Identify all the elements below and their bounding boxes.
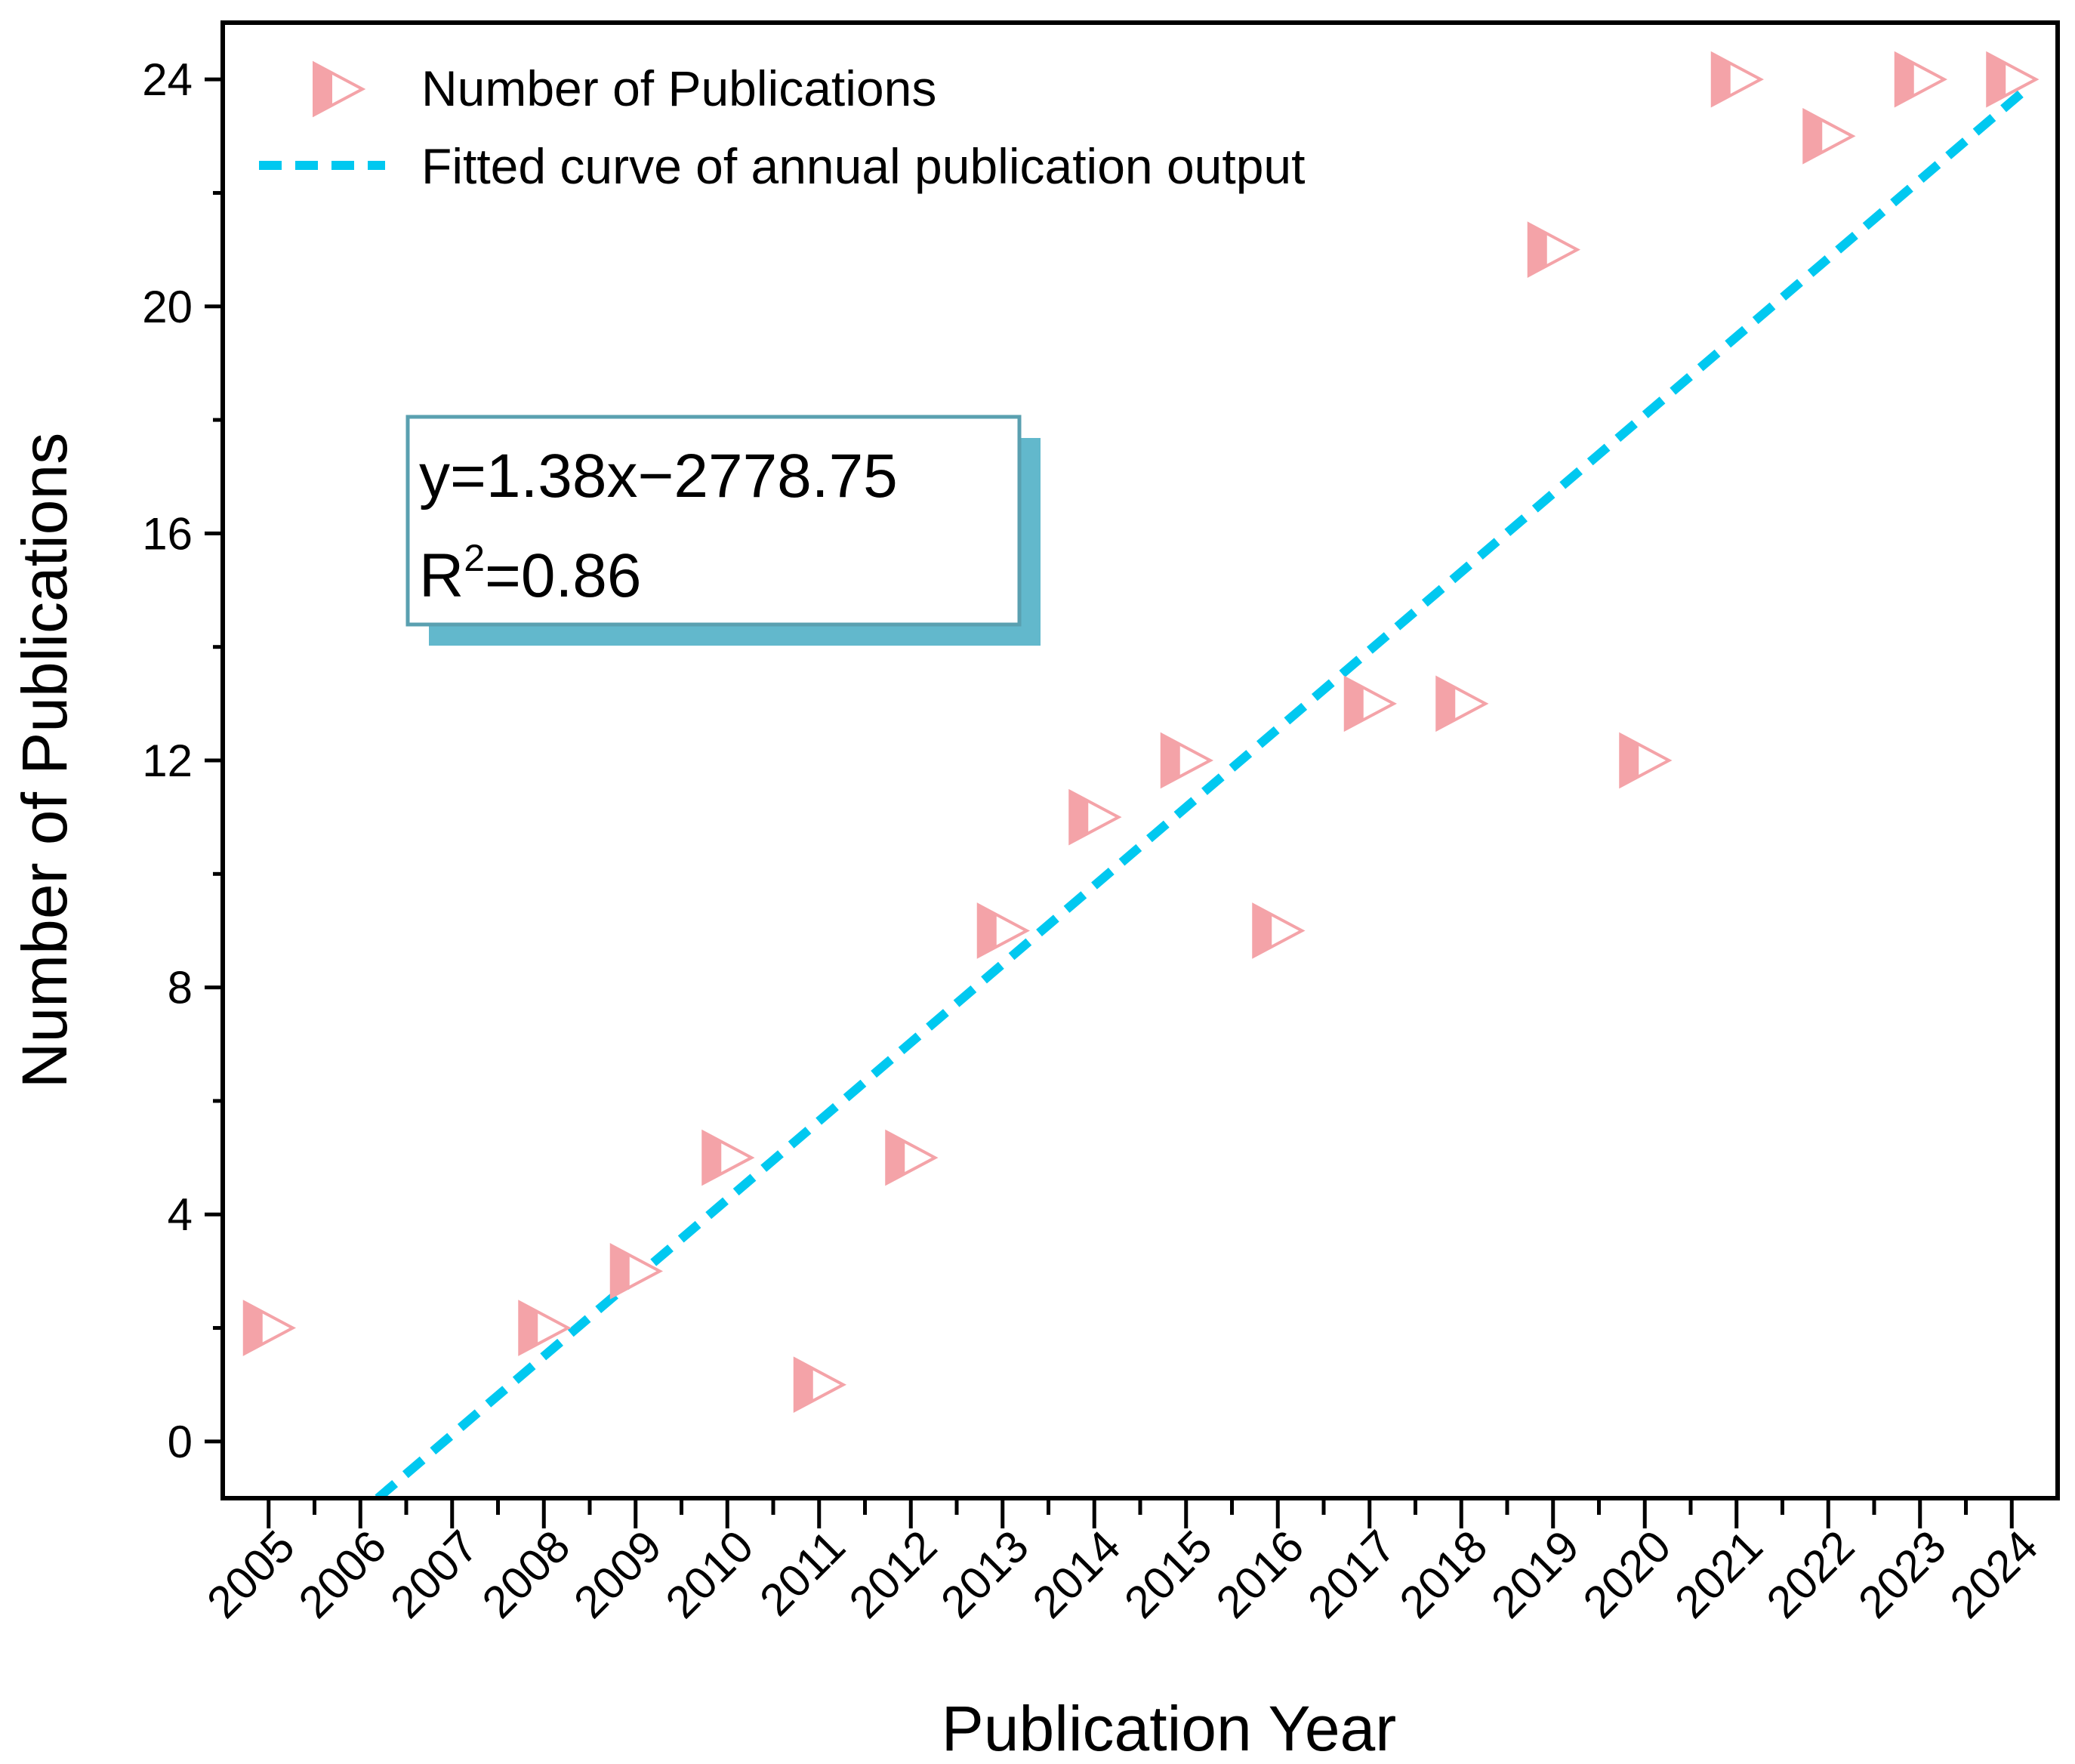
legend: Number of Publications Fitted curve of a… — [259, 60, 1305, 194]
equation-box-frame — [405, 415, 1022, 627]
y-axis-ticks: 0 4 8 12 16 20 24 — [142, 54, 223, 1467]
y-tick-label: 16 — [142, 508, 193, 559]
publication-points — [242, 51, 2040, 1414]
x-tick-label: 2024 — [1941, 1521, 2048, 1628]
r-squared-text: R2=0.86 — [419, 537, 642, 610]
x-tick-label: 2013 — [931, 1521, 1038, 1628]
x-tick-label: 2016 — [1207, 1521, 1314, 1628]
y-axis-title: Number of Publications — [9, 433, 80, 1088]
x-tick-label: 2008 — [473, 1521, 580, 1628]
x-tick-label: 2006 — [289, 1521, 396, 1628]
data-point — [1160, 732, 1214, 789]
y-tick-label: 20 — [142, 282, 193, 332]
x-tick-label: 2007 — [381, 1521, 488, 1628]
x-tick-label: 2023 — [1848, 1521, 1956, 1628]
y-tick-label: 8 — [168, 963, 193, 1013]
data-point — [1527, 221, 1581, 278]
x-tick-label: 2022 — [1757, 1521, 1864, 1628]
data-point — [793, 1356, 847, 1414]
data-point — [518, 1300, 572, 1356]
data-point — [1343, 675, 1398, 732]
data-point — [242, 1300, 297, 1356]
legend-label-fit: Fitted curve of annual publication outpu… — [421, 138, 1305, 194]
legend-marker-icon — [313, 60, 366, 118]
x-tick-label: 2015 — [1115, 1521, 1222, 1628]
y-tick-label: 0 — [168, 1417, 193, 1467]
x-tick-label: 2011 — [750, 1521, 855, 1626]
x-tick-label: 2014 — [1023, 1521, 1130, 1628]
x-tick-label: 2010 — [656, 1521, 763, 1628]
x-axis-ticks: 2005200620072008200920102011201220132014… — [197, 1498, 2047, 1628]
y-tick-label: 24 — [142, 54, 193, 105]
y-tick-label: 4 — [168, 1189, 193, 1240]
x-tick-label: 2017 — [1298, 1521, 1405, 1628]
data-point — [701, 1129, 755, 1186]
x-tick-label: 2018 — [1390, 1521, 1497, 1628]
x-tick-label: 2020 — [1574, 1521, 1681, 1628]
x-tick-label: 2012 — [840, 1521, 947, 1628]
plot-frame — [220, 20, 2060, 1500]
equation-box: y=1.38x−2778.75 R2=0.86 — [405, 415, 1041, 646]
legend-label-points: Number of Publications — [421, 60, 936, 116]
x-axis-title: Publication Year — [942, 1693, 1396, 1764]
data-point — [1619, 732, 1673, 789]
equation-text: y=1.38x−2778.75 — [419, 442, 898, 510]
data-point — [1435, 675, 1489, 732]
data-point — [1710, 51, 1765, 108]
x-tick-label: 2021 — [1665, 1521, 1772, 1628]
data-point — [609, 1243, 664, 1300]
data-point — [1802, 107, 1856, 165]
data-point — [976, 902, 1031, 959]
data-point — [1068, 788, 1122, 846]
data-point — [1252, 902, 1306, 959]
x-tick-label: 2005 — [197, 1521, 304, 1628]
x-tick-label: 2019 — [1481, 1521, 1589, 1628]
y-tick-label: 12 — [142, 736, 193, 786]
data-point — [885, 1129, 939, 1186]
data-point — [1986, 51, 2040, 108]
data-point — [1894, 51, 1948, 108]
x-tick-label: 2009 — [564, 1521, 671, 1628]
